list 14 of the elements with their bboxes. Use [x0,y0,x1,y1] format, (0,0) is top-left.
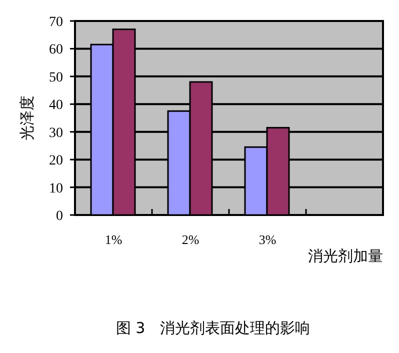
y-tick-label: 20 [49,154,63,169]
y-axis-title: 光泽度 [18,96,36,140]
x-tick-label: 1% [104,232,122,247]
y-tick-label: 60 [49,42,63,58]
x-tick-label: 2% [182,232,200,247]
x-tick-label: 3% [258,232,276,247]
y-tick-label: 40 [49,98,63,114]
x-axis-title: 消光剂加量 [308,247,383,265]
y-tick-label: 0 [56,209,63,224]
y-tick-label: 50 [49,70,63,86]
y-tick-label: 70 [49,15,63,30]
y-tick-label: 10 [49,181,63,196]
y-tick-label: 30 [49,126,63,141]
text: 图 3 消光剂表面处理的影响 [116,319,310,337]
